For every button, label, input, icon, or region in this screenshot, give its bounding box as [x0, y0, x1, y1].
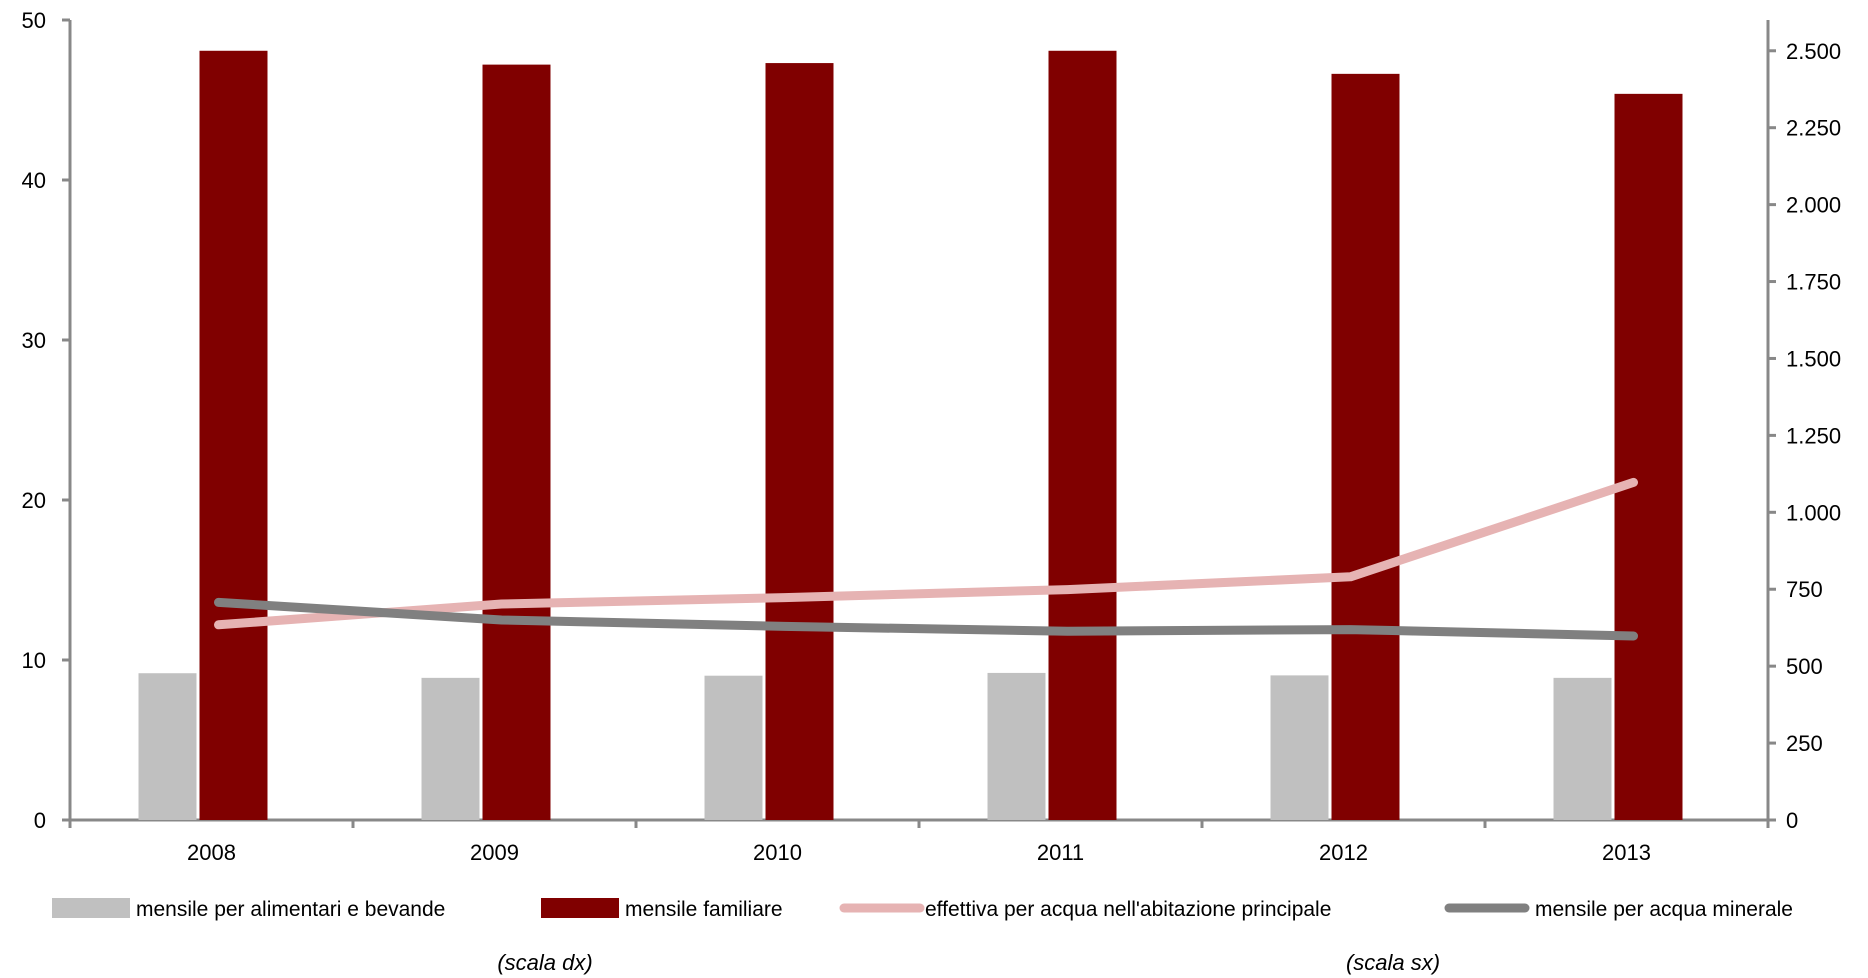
- bar: [421, 677, 480, 820]
- x-tick-label: 2013: [1602, 840, 1651, 865]
- legend-label: mensile per acqua minerale: [1535, 898, 1793, 921]
- bar: [1331, 73, 1400, 821]
- right-tick-label: 1.000: [1786, 500, 1841, 525]
- labels-layer: 0102030405002505007501.0001.2501.5001.75…: [22, 8, 1842, 975]
- right-tick-label: 1.500: [1786, 346, 1841, 371]
- right-tick-label: 500: [1786, 654, 1823, 679]
- legend: mensile per alimentari e bevande mensile …: [52, 898, 1793, 921]
- x-tick-label: 2012: [1319, 840, 1368, 865]
- scale-note: (scala dx): [497, 950, 592, 975]
- right-tick-label: 1.250: [1786, 423, 1841, 448]
- bar: [1270, 675, 1329, 820]
- right-tick-label: 750: [1786, 577, 1823, 602]
- left-tick-label: 0: [34, 808, 46, 833]
- x-tick-label: 2009: [470, 840, 519, 865]
- lines-layer: [214, 477, 1638, 641]
- bar: [1614, 93, 1683, 821]
- right-tick-label: 2.000: [1786, 193, 1841, 218]
- bar: [1048, 50, 1117, 821]
- bar: [704, 675, 763, 820]
- legend-label: mensile familiare: [625, 898, 783, 921]
- x-tick-label: 2008: [187, 840, 236, 865]
- axes-layer: [62, 18, 1776, 828]
- bar: [1553, 677, 1612, 820]
- bars-layer: [138, 50, 1683, 821]
- legend-swatch: [541, 898, 619, 918]
- right-tick-label: 2.250: [1786, 116, 1841, 141]
- bar: [199, 50, 268, 821]
- bar: [482, 64, 551, 821]
- x-tick-label: 2011: [1037, 840, 1084, 865]
- bar: [987, 672, 1046, 820]
- legend-label: effettiva per acqua nell'abitazione prin…: [925, 898, 1331, 921]
- left-tick-label: 50: [22, 8, 46, 33]
- bar: [138, 673, 197, 820]
- legend-swatch: [52, 898, 130, 918]
- series-line: [214, 477, 1638, 630]
- bar: [765, 63, 834, 821]
- right-tick-label: 2.500: [1786, 39, 1841, 64]
- series-line: [214, 597, 1638, 641]
- right-tick-label: 250: [1786, 731, 1823, 756]
- legend-label: mensile per alimentari e bevande: [136, 898, 445, 921]
- right-tick-label: 1.750: [1786, 270, 1841, 295]
- left-tick-label: 40: [22, 168, 46, 193]
- right-tick-label: 0: [1786, 808, 1798, 833]
- scale-note: (scala sx): [1346, 950, 1440, 975]
- left-tick-label: 30: [22, 328, 46, 353]
- left-tick-label: 20: [22, 488, 46, 513]
- left-tick-label: 10: [22, 648, 46, 673]
- x-tick-label: 2010: [753, 840, 802, 865]
